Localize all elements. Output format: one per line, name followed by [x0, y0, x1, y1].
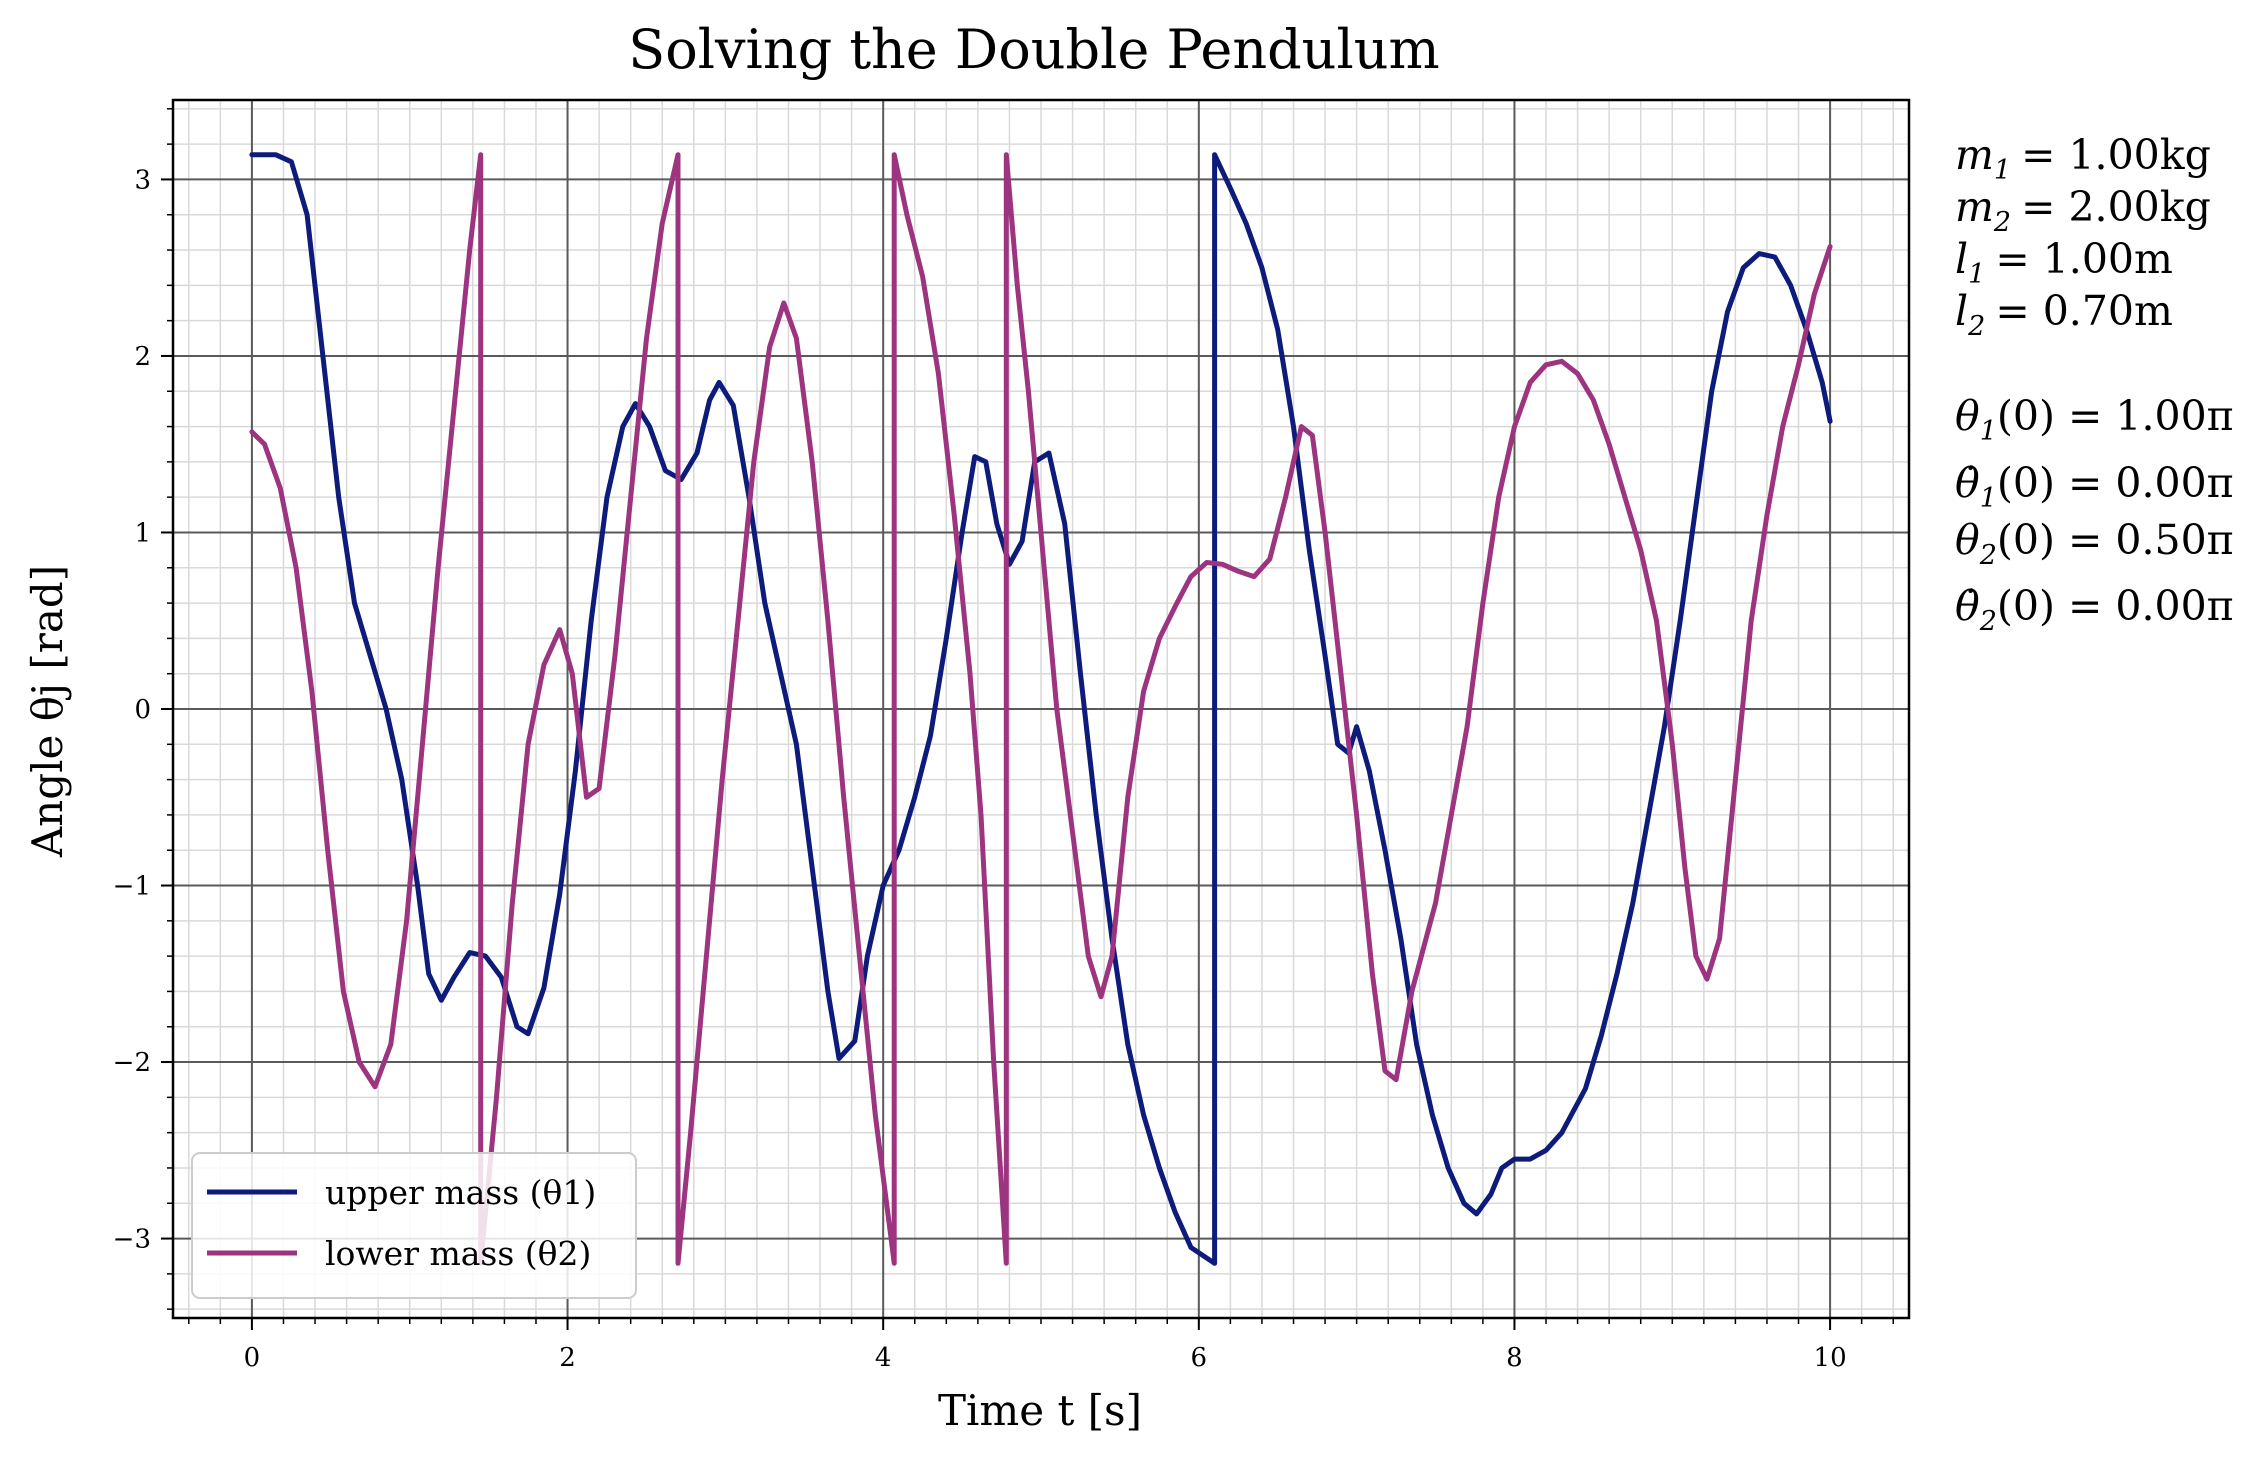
series-layer — [249, 152, 1833, 1266]
legend: upper mass (θ1) lower mass (θ2) — [191, 1152, 637, 1299]
x-tick-label: 4 — [875, 1343, 892, 1373]
legend-label-lower: lower mass (θ2) — [325, 1234, 591, 1273]
series-line-lower-mass — [249, 152, 1833, 1266]
x-tick-label: 2 — [559, 1343, 576, 1373]
x-tick-label: 10 — [1814, 1343, 1847, 1373]
param-theta2-0: θ2(0) = 0.50π — [1955, 516, 2234, 571]
param-l2: l2 = 0.70m — [1955, 287, 2173, 342]
chart-title: Solving the Double Pendulum — [628, 18, 1439, 81]
y-tick-label: −3 — [113, 1225, 151, 1255]
y-tick-label: 0 — [134, 695, 151, 725]
x-tick-label: 6 — [1191, 1343, 1208, 1373]
y-tick-label: −2 — [113, 1048, 151, 1078]
parameter-panel: m1 = 1.00kg m2 = 2.00kg l1 = 1.00m l2 = 0.70… — [1955, 131, 2234, 637]
x-tick-label: 8 — [1506, 1343, 1523, 1373]
y-tick-label: 2 — [134, 342, 151, 372]
param-dtheta2-0: θ̇2(0) = 0.00π — [1955, 582, 2234, 637]
x-axis-label: Time t [s] — [938, 1386, 1142, 1435]
param-m1: m1 = 1.00kg — [1955, 131, 2211, 186]
tick-labels: 0 2 4 6 8 10 −3 −2 −1 0 1 2 3 — [113, 165, 1847, 1373]
y-tick-label: −1 — [113, 872, 151, 902]
legend-label-upper: upper mass (θ1) — [325, 1173, 596, 1212]
param-m2: m2 = 2.00kg — [1955, 183, 2211, 238]
y-axis-label: Angle θj [rad] — [23, 565, 72, 858]
x-tick-label: 0 — [244, 1343, 261, 1373]
legend-box — [191, 1152, 637, 1299]
y-tick-label: 3 — [134, 165, 151, 195]
param-dtheta1-0: θ̇1(0) = 0.00π — [1955, 459, 2234, 514]
y-tick-label: 1 — [134, 518, 151, 548]
axis-ticks — [161, 108, 1894, 1330]
param-l1: l1 = 1.00m — [1955, 235, 2173, 290]
param-theta1-0: θ1(0) = 1.00π — [1955, 392, 2234, 447]
